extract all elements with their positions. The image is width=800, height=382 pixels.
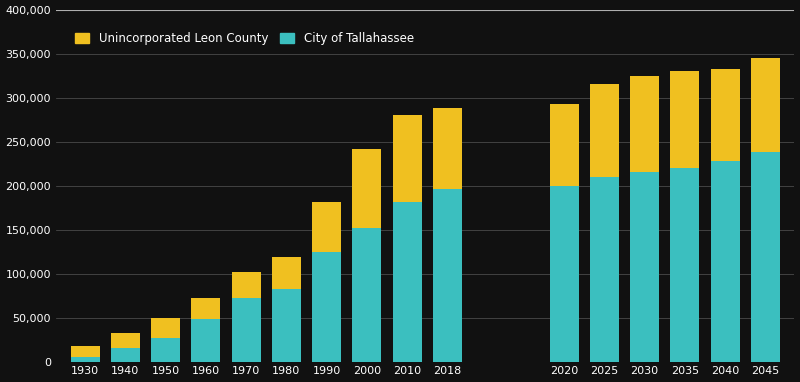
Bar xyxy=(272,290,301,362)
Bar xyxy=(670,71,699,168)
Bar xyxy=(590,84,619,177)
Bar xyxy=(550,104,578,186)
Bar xyxy=(231,298,261,362)
Bar xyxy=(110,348,140,362)
Bar xyxy=(151,338,180,362)
Bar xyxy=(710,68,740,161)
Bar xyxy=(352,228,382,362)
Bar xyxy=(433,108,462,189)
Bar xyxy=(272,257,301,290)
Bar xyxy=(110,333,140,348)
Bar xyxy=(710,161,740,362)
Bar xyxy=(751,152,780,362)
Bar xyxy=(433,189,462,362)
Bar xyxy=(352,149,382,228)
Bar xyxy=(312,253,341,362)
Bar xyxy=(393,115,422,202)
Bar xyxy=(630,172,659,362)
Bar xyxy=(191,319,220,362)
Bar xyxy=(312,202,341,253)
Bar xyxy=(670,168,699,362)
Bar xyxy=(590,177,619,362)
Bar xyxy=(231,272,261,298)
Legend: Unincorporated Leon County, City of Tallahassee: Unincorporated Leon County, City of Tall… xyxy=(70,26,420,51)
Bar xyxy=(630,76,659,172)
Bar xyxy=(550,186,578,362)
Bar xyxy=(751,58,780,152)
Bar xyxy=(70,357,99,362)
Bar xyxy=(393,202,422,362)
Bar xyxy=(70,346,99,357)
Bar xyxy=(151,319,180,338)
Bar xyxy=(191,298,220,319)
